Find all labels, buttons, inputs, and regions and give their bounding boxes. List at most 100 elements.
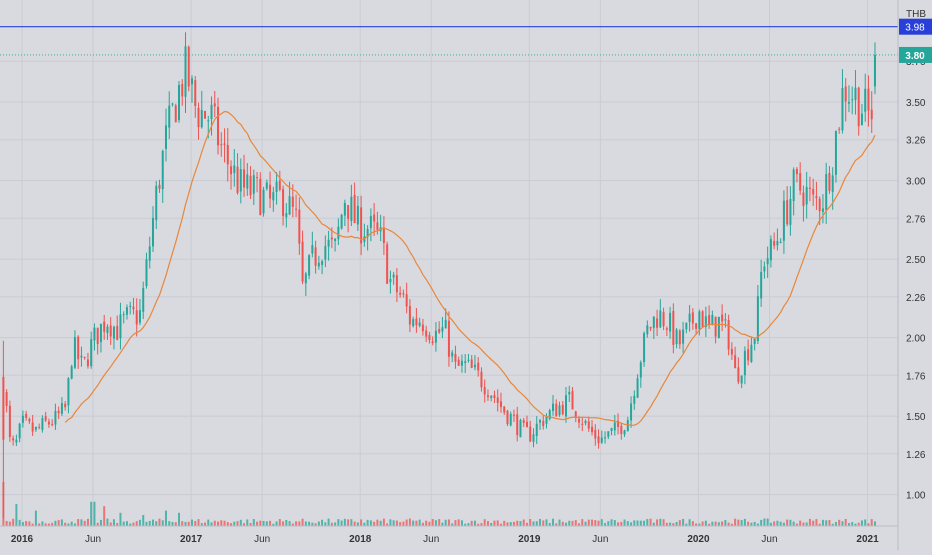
volume-bar bbox=[421, 522, 424, 526]
volume-bar bbox=[8, 521, 11, 526]
volume-bar bbox=[31, 523, 34, 526]
volume-bar bbox=[376, 519, 379, 526]
candle-body bbox=[656, 318, 659, 328]
volume-bar bbox=[656, 519, 659, 526]
candle-body bbox=[805, 186, 808, 205]
candle-body bbox=[132, 306, 135, 310]
volume-bar bbox=[529, 518, 532, 526]
volume-bar bbox=[763, 518, 766, 526]
volume-bar bbox=[161, 520, 164, 526]
candle-body bbox=[828, 172, 831, 191]
volume-bar bbox=[730, 523, 733, 526]
volume-bar bbox=[236, 521, 239, 526]
volume-bar bbox=[77, 519, 80, 526]
volume-bar bbox=[724, 520, 727, 526]
candle-body bbox=[509, 413, 512, 426]
volume-bar bbox=[626, 521, 629, 526]
volume-bar bbox=[496, 520, 499, 526]
candle-body bbox=[717, 316, 720, 339]
candle-body bbox=[272, 192, 275, 201]
volume-bar bbox=[561, 521, 564, 526]
volume-bar bbox=[857, 522, 860, 526]
volume-bar bbox=[119, 512, 122, 526]
volume-bar bbox=[695, 523, 698, 526]
volume-bar bbox=[213, 520, 216, 526]
candle-body bbox=[711, 314, 714, 326]
price-tick-label: 2.00 bbox=[906, 334, 926, 345]
volume-bar bbox=[116, 522, 119, 526]
candle-body bbox=[743, 350, 746, 376]
volume-bar bbox=[441, 522, 444, 526]
candle-body bbox=[366, 228, 369, 238]
candle-body bbox=[795, 169, 798, 175]
volume-bar bbox=[698, 523, 701, 526]
volume-bar bbox=[408, 518, 411, 526]
candle-body bbox=[587, 421, 590, 429]
candle-body bbox=[516, 414, 519, 436]
volume-bar bbox=[477, 523, 480, 526]
candle-body bbox=[773, 240, 776, 246]
candle-body bbox=[431, 341, 434, 344]
volume-bar bbox=[360, 519, 363, 526]
volume-bar bbox=[834, 522, 837, 526]
volume-bar bbox=[597, 520, 600, 526]
volume-bar bbox=[158, 518, 161, 526]
currency-label: THB bbox=[906, 9, 926, 20]
volume-bar bbox=[67, 523, 70, 526]
candle-body bbox=[8, 405, 11, 438]
candle-body bbox=[402, 293, 405, 295]
candle-body bbox=[574, 411, 577, 418]
volume-bar bbox=[525, 522, 528, 526]
time-tick-label: 2016 bbox=[11, 534, 34, 545]
volume-bar bbox=[818, 523, 821, 526]
candle-body bbox=[204, 110, 207, 119]
volume-bar bbox=[366, 519, 369, 526]
candle-body bbox=[581, 423, 584, 425]
candle-body bbox=[529, 426, 532, 442]
candle-body bbox=[812, 188, 815, 195]
candle-body bbox=[561, 404, 564, 415]
volume-bar bbox=[620, 521, 623, 526]
volume-bar bbox=[779, 521, 782, 526]
candle-body bbox=[317, 262, 320, 267]
volume-bar bbox=[480, 523, 483, 526]
volume-bar bbox=[47, 523, 50, 526]
volume-bar bbox=[574, 520, 577, 526]
volume-bar bbox=[314, 523, 317, 526]
volume-bar bbox=[708, 523, 711, 526]
volume-bar bbox=[129, 523, 132, 526]
volume-bar bbox=[402, 521, 405, 526]
candle-body bbox=[44, 416, 47, 421]
volume-bar bbox=[347, 519, 350, 526]
candle-body bbox=[67, 378, 70, 406]
candle-body bbox=[552, 403, 555, 411]
volume-bar bbox=[386, 523, 389, 526]
candle-body bbox=[171, 103, 174, 105]
volume-bar bbox=[760, 519, 763, 526]
candle-body bbox=[555, 403, 558, 417]
candle-body bbox=[525, 421, 528, 428]
volume-bar bbox=[233, 521, 236, 526]
volume-bar bbox=[135, 521, 138, 526]
candle-body bbox=[623, 430, 626, 435]
candle-body bbox=[197, 107, 200, 128]
candle-body bbox=[769, 239, 772, 261]
candle-body bbox=[477, 362, 480, 371]
candle-body bbox=[373, 214, 376, 222]
volume-bar bbox=[181, 521, 184, 526]
candle-body bbox=[164, 125, 167, 149]
candle-body bbox=[308, 255, 311, 276]
volume-bar bbox=[25, 521, 28, 526]
candle-body bbox=[756, 296, 759, 342]
candle-body bbox=[578, 418, 581, 423]
volume-bar bbox=[148, 520, 151, 526]
time-axis[interactable]: 2016 Jun 2017 Jun 2018 Jun 2019 Jun 2020 Jun 2021 bbox=[11, 534, 879, 545]
volume-bar bbox=[457, 519, 460, 526]
volume-bar bbox=[428, 521, 431, 526]
volume-bar bbox=[392, 520, 395, 526]
volume-bar bbox=[379, 520, 382, 526]
volume-bar bbox=[262, 520, 265, 526]
candle-body bbox=[493, 395, 496, 399]
candle-body bbox=[2, 376, 5, 440]
